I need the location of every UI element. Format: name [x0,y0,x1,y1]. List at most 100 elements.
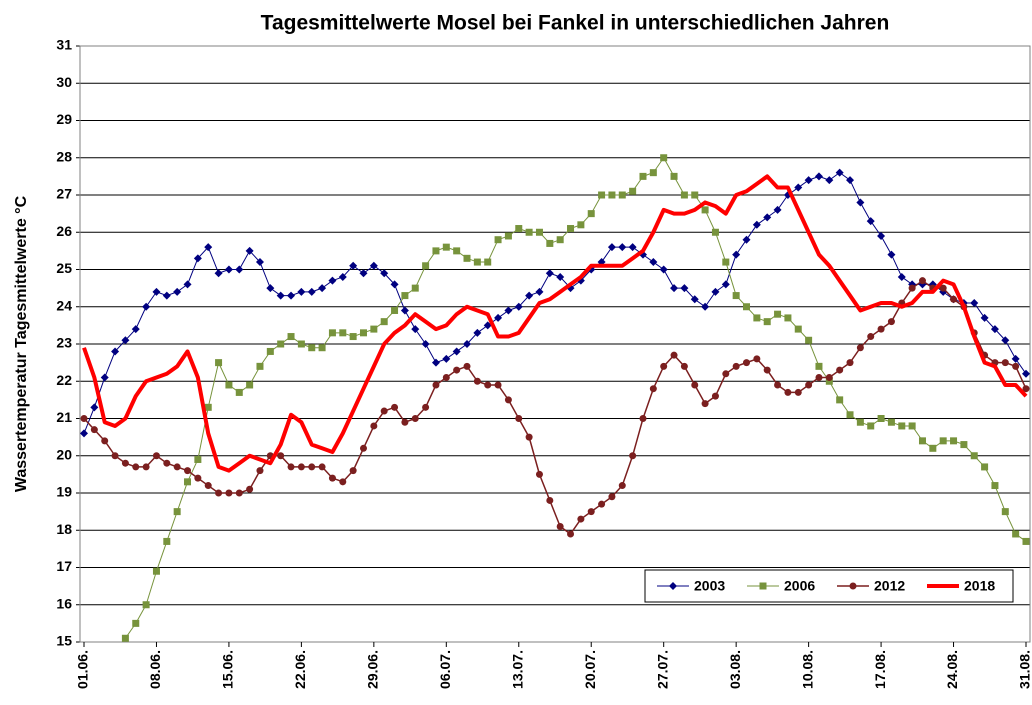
marker [101,437,109,445]
marker [929,444,937,452]
marker [256,362,264,370]
x-tick-label: 01.06. [75,650,91,689]
marker [877,231,886,240]
marker [152,287,161,296]
marker [235,388,243,396]
marker [556,523,564,531]
x-tick-label: 10.08. [799,650,815,689]
marker [525,291,534,300]
marker [598,191,606,199]
marker [276,291,285,300]
marker [577,515,585,523]
marker [980,313,989,322]
marker [162,291,171,300]
marker [266,284,275,293]
marker [307,287,316,296]
marker [163,537,171,545]
marker [380,269,389,278]
y-tick-label: 22 [56,372,72,388]
x-tick-label: 15.06. [220,650,236,689]
marker [960,441,968,449]
y-axis-label: Wassertemperatur Tagesmittelwerte °C [13,195,30,492]
marker [535,287,544,296]
marker [370,422,378,430]
marker [380,407,388,415]
marker [328,474,336,482]
marker [411,325,420,334]
marker [504,232,512,240]
marker [473,328,482,337]
marker [452,347,461,356]
marker [173,287,182,296]
marker [525,433,533,441]
marker [411,415,419,422]
marker [1022,385,1030,393]
marker [743,303,751,311]
marker [245,246,254,255]
marker [711,287,720,296]
marker [142,463,150,471]
marker [639,172,647,180]
marker [308,463,316,471]
marker [835,168,844,177]
marker [473,377,481,385]
marker [100,373,109,382]
marker [887,418,895,426]
marker [1001,508,1009,516]
marker [266,347,274,355]
marker [152,452,160,460]
y-tick-label: 21 [56,409,72,425]
marker [877,325,885,333]
marker [338,272,347,281]
marker [318,463,326,471]
marker [422,262,430,270]
marker [525,228,533,236]
marker [142,601,150,609]
marker [774,381,782,389]
marker [649,169,657,177]
marker [432,247,440,255]
marker [577,221,585,229]
marker [805,381,813,389]
marker [132,619,140,627]
marker [339,329,347,337]
marker [287,333,295,341]
marker [556,272,565,281]
series-line [83,172,1027,434]
marker [629,187,637,195]
legend-label: 2018 [964,578,995,594]
marker [680,191,688,199]
series-line [82,174,1028,473]
marker [856,344,864,352]
marker [918,437,926,445]
marker [701,206,709,214]
marker [753,314,761,322]
marker [732,362,740,370]
marker [256,467,264,475]
marker [660,362,668,370]
marker [484,381,492,389]
marker [825,374,833,382]
marker [401,418,409,426]
marker [939,437,947,445]
marker [950,295,958,303]
marker [328,276,337,285]
y-tick-label: 29 [56,111,72,127]
marker [722,370,730,378]
x-tick-label: 24.08. [944,650,960,689]
marker [836,366,844,374]
marker [849,582,857,590]
marker [649,385,657,393]
x-tick-label: 29.06. [365,650,381,689]
marker [173,508,181,516]
marker [442,243,450,251]
marker [90,403,99,412]
legend-label: 2003 [694,578,725,594]
marker [742,235,751,244]
marker [794,183,803,192]
marker [711,228,719,236]
marker [400,306,409,315]
marker [318,344,326,352]
marker [391,306,399,314]
